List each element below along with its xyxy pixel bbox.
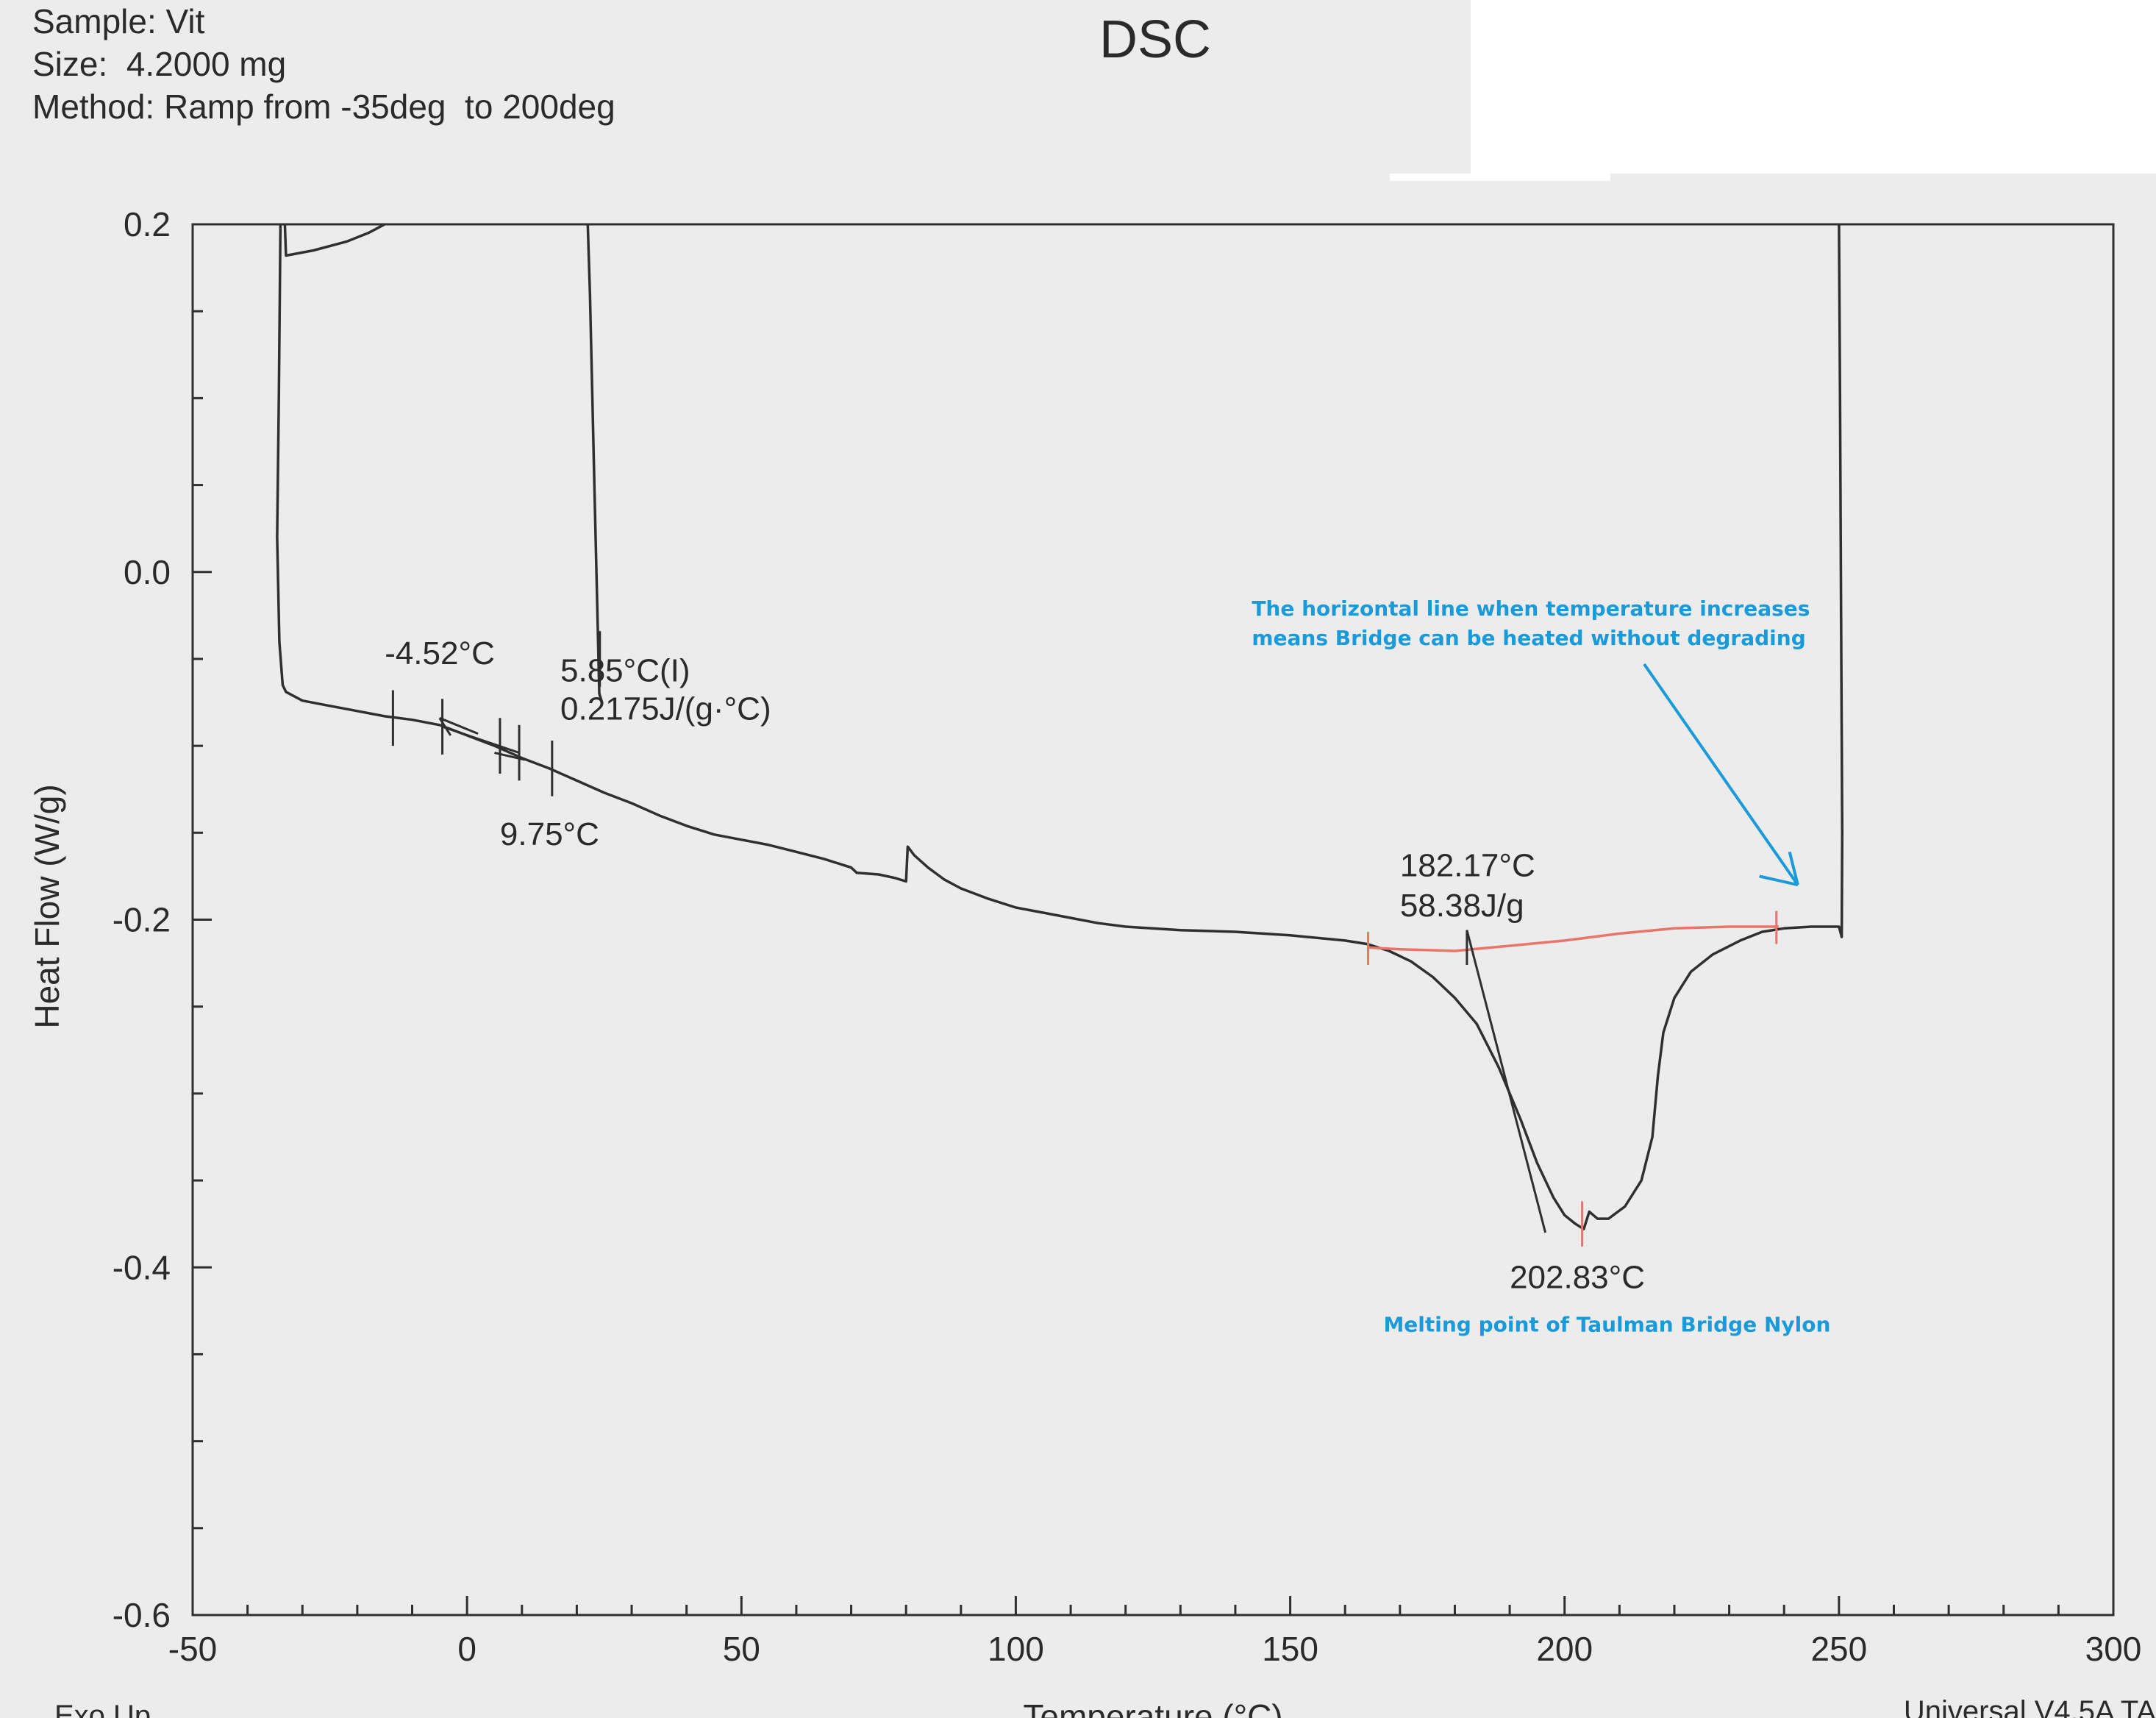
x-axis-label: Temperature (°C) [1023,1697,1282,1718]
peak-annotation: 182.17°C [1400,847,1535,883]
note-arrow-head [1788,851,1799,885]
onset-tangent-line [442,725,520,755]
tangent-arrow [438,717,452,736]
peak-annotation: 5.85°C(I) [560,653,690,689]
software-version-label: Universal V4.5A TA [1904,1695,2156,1718]
y-tick-label: -0.2 [113,901,171,939]
heat-flow-curve [276,224,1844,1230]
x-tick-label: 0 [457,1630,476,1668]
y-tick-label: -0.6 [113,1596,171,1634]
chart-title: DSC [1099,10,1212,69]
x-tick-label: 250 [1810,1630,1867,1668]
y-tick-label: 0.0 [124,553,171,591]
peak-annotation: 9.75°C [500,816,599,852]
note-annotation: The horizontal line when temperature inc… [1252,596,1810,621]
note-arrow-line [1643,663,1799,886]
peak-annotation: 202.83°C [1510,1260,1645,1296]
integration-baseline [1367,925,1779,952]
y-axis-label: Heat Flow (W/g) [28,784,66,1028]
y-tick-label: 0.2 [124,205,171,243]
y-tick-label: -0.4 [113,1248,171,1286]
x-tick-label: 200 [1536,1630,1593,1668]
plot-frame [191,223,2115,1617]
exo-up-label: Exo Up [54,1700,151,1718]
x-tick-label: 300 [2085,1630,2142,1668]
size-label: Size: 4.2000 mg [32,45,287,83]
heat-flow-curve [283,223,386,257]
method-label: Method: Ramp from -35deg to 200deg [32,88,615,126]
x-tick-label: -50 [168,1630,217,1668]
peak-annotation: 0.2175J/(g·°C) [560,691,771,727]
tangent-cross [494,752,525,761]
heat-flow-curve [586,224,603,702]
x-tick-label: 100 [988,1630,1044,1668]
tangent-arrow [439,716,479,735]
note-arrow-head [1759,874,1799,887]
note-annotation: means Bridge can be heated without degra… [1252,626,1805,650]
note-annotation: Melting point of Taulman Bridge Nylon [1383,1313,1830,1337]
peak-annotation: 58.38J/g [1400,888,1524,924]
white-patch [1471,0,2156,174]
x-tick-label: 50 [723,1630,760,1668]
peak-annotation: -4.52°C [385,635,495,671]
melt-onset-tangent [1466,930,1547,1233]
x-tick-label: 150 [1262,1630,1318,1668]
white-strip [1390,174,1610,181]
sample-label: Sample: Vit [32,2,205,40]
